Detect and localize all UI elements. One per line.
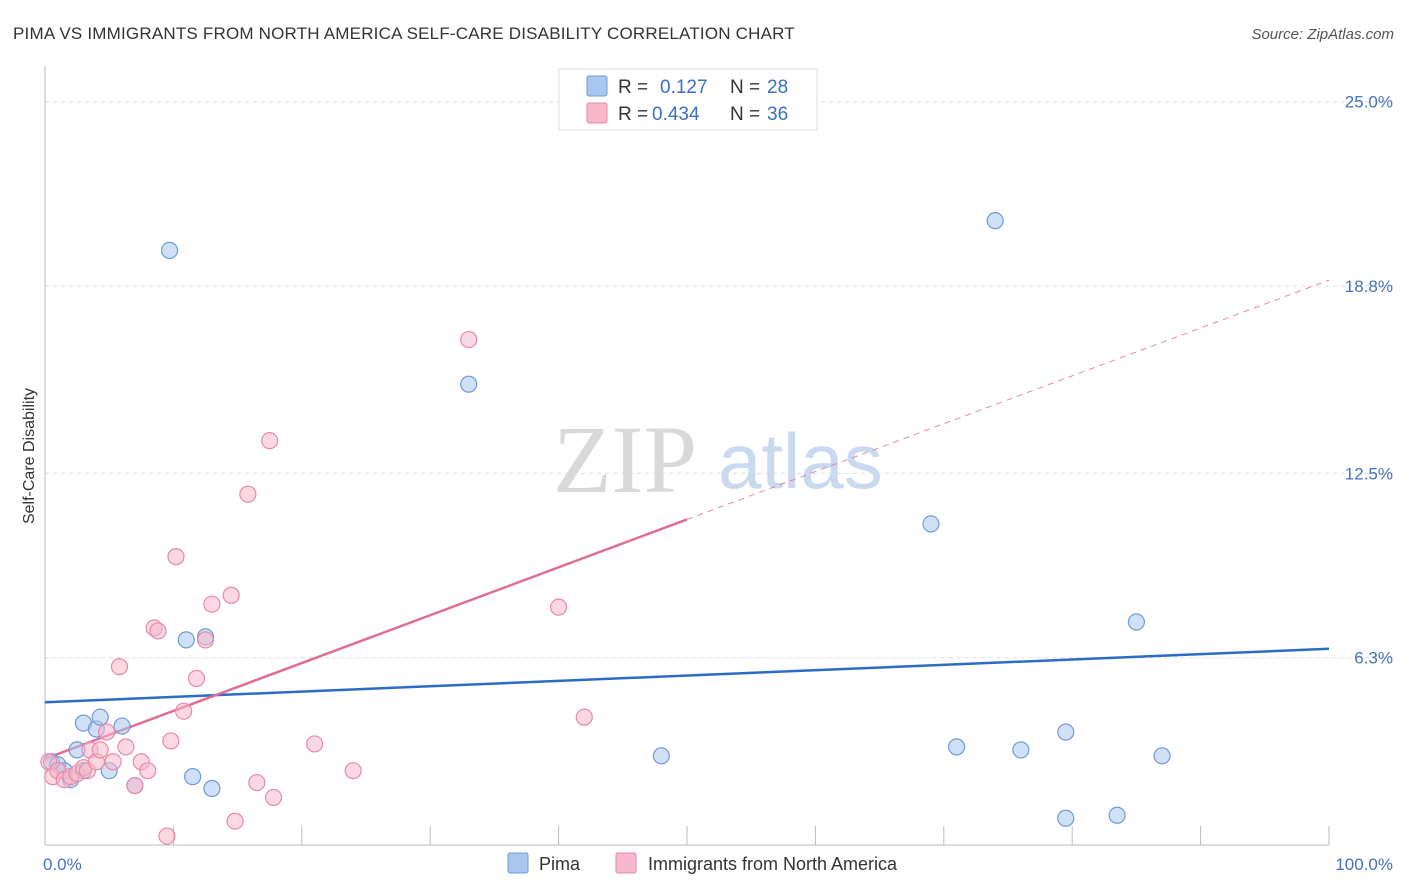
grid-lines [45, 101, 1394, 659]
bottom-legend: Pima Immigrants from North America [507, 852, 898, 874]
y-tick-label-2: 18.8% [1345, 277, 1393, 296]
chart-title: PIMA VS IMMIGRANTS FROM NORTH AMERICA SE… [13, 24, 795, 43]
point-series1-15 [126, 776, 144, 795]
point-series1-23 [175, 702, 193, 720]
trend-lines [44, 279, 1330, 760]
point-series0-14 [184, 768, 202, 786]
point-series1-36 [549, 598, 568, 616]
point-series1-17 [139, 762, 157, 780]
point-series1-35 [460, 330, 478, 349]
trend-line-0 [44, 647, 1330, 704]
point-series1-20 [158, 827, 176, 845]
watermark-atlas: atlas [718, 417, 883, 505]
watermark-zip: ZIP [553, 406, 697, 513]
point-series1-24 [187, 669, 206, 688]
trend-line-extension-1 [686, 279, 1330, 520]
point-series1-34 [344, 762, 362, 780]
source-label: Source: ZipAtlas.com [1251, 26, 1394, 43]
point-series1-27 [222, 586, 240, 604]
point-series0-24 [1057, 809, 1075, 827]
point-series0-21 [986, 212, 1004, 230]
point-series0-13 [177, 631, 195, 649]
point-series0-18 [652, 747, 670, 765]
y-tick-label-1: 12.5% [1345, 464, 1393, 483]
legend-r-label-pima: R = [618, 77, 648, 98]
y-tick-label-3: 25.0% [1345, 93, 1393, 112]
bottom-legend-swatch-immigrants [615, 852, 637, 874]
point-series0-27 [1153, 747, 1171, 765]
watermark: ZIP atlas [553, 406, 883, 513]
x-tick-label-start: 0.0% [43, 855, 82, 874]
point-series1-22 [167, 548, 185, 566]
point-series1-31 [261, 432, 279, 450]
point-series1-19 [149, 622, 167, 640]
legend-r-label-immigrants: R = [618, 104, 648, 125]
y-tick-labels: 6.3% 12.5% 18.8% 25.0% [1345, 93, 1393, 668]
point-series0-23 [1057, 723, 1075, 741]
point-series1-33 [306, 735, 324, 753]
legend-box: R = 0.127 N = 28 R = 0.434 N = 36 [558, 68, 818, 131]
point-series1-32 [264, 788, 283, 807]
point-series0-16 [203, 779, 221, 798]
point-series0-12 [160, 241, 179, 259]
bottom-legend-label-pima: Pima [539, 854, 581, 874]
point-series1-12 [104, 753, 122, 771]
legend-n-value-immigrants: 36 [767, 104, 788, 125]
point-series1-25 [196, 631, 215, 649]
legend-n-label-pima: N = [730, 77, 760, 98]
legend-n-value-pima: 28 [767, 77, 788, 98]
legend-n-label-immigrants: N = [730, 104, 760, 125]
point-series0-22 [1012, 741, 1030, 759]
point-series1-37 [575, 708, 593, 726]
axes [44, 66, 1330, 846]
legend-r-value-immigrants: 0.434 [652, 104, 700, 125]
legend-swatch-immigrants [586, 102, 608, 124]
point-series1-11 [98, 723, 116, 741]
trend-line-1 [44, 518, 688, 760]
point-series0-19 [922, 515, 940, 533]
point-series0-8 [91, 708, 109, 726]
legend-swatch-pima [586, 75, 608, 97]
bottom-legend-label-immigrants: Immigrants from North America [648, 854, 898, 874]
point-series0-17 [460, 375, 478, 393]
point-series1-29 [239, 485, 257, 503]
point-series1-28 [226, 812, 244, 830]
point-series1-14 [117, 738, 135, 756]
point-series0-10 [113, 717, 131, 735]
point-series0-20 [948, 738, 966, 756]
y-axis-label: Self-Care Disability [21, 388, 38, 524]
y-tick-label-0: 6.3% [1354, 649, 1393, 668]
x-tick-label-end: 100.0% [1335, 855, 1393, 874]
x-tick-labels: 0.0% 100.0% [43, 855, 1393, 874]
point-series0-26 [1127, 613, 1146, 631]
point-series1-13 [110, 658, 129, 676]
point-series1-21 [162, 732, 180, 750]
point-series1-10 [91, 741, 109, 759]
legend-r-value-pima: 0.127 [660, 77, 708, 98]
data-points [40, 212, 1171, 845]
point-series1-30 [248, 773, 266, 792]
point-series1-26 [203, 595, 221, 613]
bottom-legend-swatch-pima [507, 852, 529, 874]
point-series0-25 [1108, 806, 1126, 824]
